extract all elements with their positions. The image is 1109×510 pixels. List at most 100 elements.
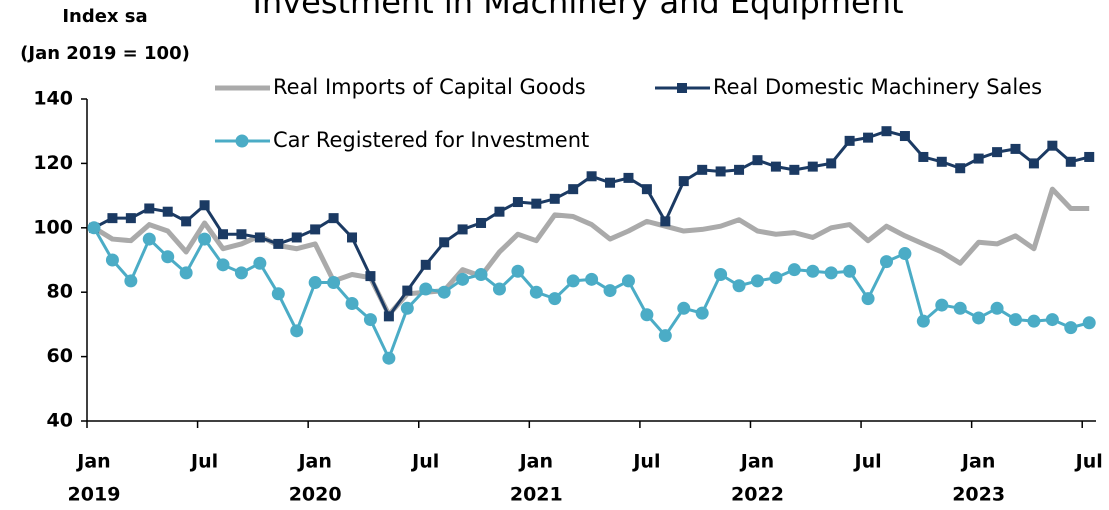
marker xyxy=(161,250,175,264)
marker xyxy=(697,164,708,175)
marker xyxy=(826,158,837,169)
marker xyxy=(548,292,562,306)
x-tick-label: Jan xyxy=(296,451,331,473)
marker xyxy=(953,301,967,315)
marker xyxy=(715,166,726,177)
y-tick-label: 40 xyxy=(47,410,73,432)
marker xyxy=(844,135,855,146)
x-tick-label: Jan xyxy=(960,451,995,473)
marker xyxy=(824,266,838,280)
marker xyxy=(861,292,875,306)
marker xyxy=(437,285,451,299)
marker xyxy=(806,264,820,278)
marker xyxy=(787,263,801,277)
marker xyxy=(476,217,487,228)
x-tick-label: Jan xyxy=(518,451,553,473)
marker xyxy=(863,132,874,143)
marker xyxy=(605,177,616,188)
marker xyxy=(162,206,173,217)
marker xyxy=(253,256,267,270)
marker xyxy=(328,213,339,224)
y-axis-label: (Jan 2019 = 100) xyxy=(20,43,190,64)
marker xyxy=(382,351,396,365)
marker xyxy=(290,324,304,338)
marker xyxy=(585,272,599,286)
marker xyxy=(105,253,119,267)
marker xyxy=(623,172,634,183)
marker xyxy=(734,164,745,175)
marker xyxy=(879,255,893,269)
x-year-label: 2020 xyxy=(289,484,342,506)
x-tick-label: Jul xyxy=(853,451,882,473)
marker xyxy=(955,163,966,174)
marker xyxy=(843,264,857,278)
marker xyxy=(107,213,118,224)
marker xyxy=(216,258,230,272)
marker xyxy=(529,285,543,299)
marker xyxy=(640,308,654,322)
marker xyxy=(310,224,321,235)
x-year-label: 2022 xyxy=(731,484,784,506)
marker xyxy=(236,229,247,240)
marker xyxy=(750,274,764,288)
marker xyxy=(273,238,284,249)
marker xyxy=(881,126,892,137)
x-year-label: 2019 xyxy=(68,484,121,506)
marker xyxy=(1010,143,1021,154)
marker xyxy=(198,232,212,246)
series-line xyxy=(92,227,1090,360)
y-tick-label: 120 xyxy=(33,152,73,174)
legend-label: Car Registered for Investment xyxy=(273,128,589,152)
marker xyxy=(400,301,414,315)
marker xyxy=(549,193,560,204)
marker xyxy=(419,282,433,296)
y-tick-label: 80 xyxy=(47,281,73,303)
marker xyxy=(1064,321,1078,335)
marker xyxy=(1028,158,1039,169)
marker xyxy=(420,259,431,270)
marker xyxy=(327,276,341,290)
marker xyxy=(807,161,818,172)
marker xyxy=(660,216,671,227)
marker xyxy=(492,282,506,296)
y-tick-label: 140 xyxy=(33,88,73,110)
marker xyxy=(234,266,248,280)
marker xyxy=(972,311,986,325)
legend-label: Real Domestic Machinery Sales xyxy=(713,75,1042,99)
marker xyxy=(235,134,249,148)
marker xyxy=(347,232,358,243)
marker xyxy=(1027,314,1041,328)
marker xyxy=(658,329,672,343)
y-tick-label: 60 xyxy=(47,345,73,367)
marker xyxy=(789,164,800,175)
legend-label: Real Imports of Capital Goods xyxy=(273,75,586,99)
marker xyxy=(603,284,617,298)
marker xyxy=(770,161,781,172)
marker xyxy=(291,232,302,243)
marker xyxy=(179,266,193,280)
series-line xyxy=(92,186,1090,318)
marker xyxy=(512,197,523,208)
marker xyxy=(363,313,377,327)
marker xyxy=(345,296,359,310)
marker xyxy=(1082,316,1096,330)
marker xyxy=(402,285,413,296)
marker xyxy=(1047,140,1058,151)
marker xyxy=(87,221,101,235)
marker xyxy=(254,232,265,243)
marker xyxy=(1084,151,1095,162)
marker xyxy=(124,274,138,288)
marker xyxy=(1045,313,1059,327)
marker xyxy=(678,176,689,187)
marker xyxy=(992,147,1003,158)
marker xyxy=(677,301,691,315)
marker xyxy=(936,156,947,167)
marker xyxy=(566,274,580,288)
marker xyxy=(181,216,192,227)
marker xyxy=(973,153,984,164)
marker xyxy=(621,274,635,288)
marker xyxy=(916,314,930,328)
y-tick-label: 100 xyxy=(33,216,73,238)
marker xyxy=(531,198,542,209)
